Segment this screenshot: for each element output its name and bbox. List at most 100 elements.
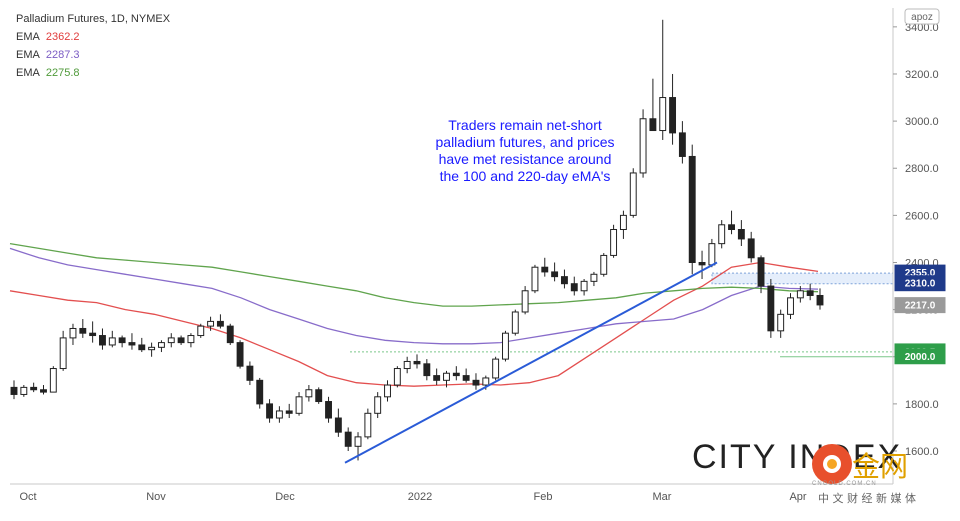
candle-body: [649, 118, 657, 132]
candle-body: [551, 271, 559, 278]
x-tick-label: Apr: [789, 491, 806, 503]
candle-body: [59, 337, 67, 370]
candle-body: [40, 389, 47, 393]
candle-body: [177, 337, 185, 344]
resistance-zone: [711, 272, 894, 285]
candle-body: [413, 360, 421, 365]
candle-body: [659, 97, 667, 132]
candle-body: [511, 311, 519, 334]
candle-body: [610, 229, 618, 256]
candle-body: [531, 266, 539, 292]
ema-value: 2362.2: [45, 31, 80, 43]
candle-body: [49, 368, 57, 393]
y-tick-label: 3400.0: [905, 22, 939, 34]
candle-body: [688, 155, 696, 263]
ema-layer: [9, 242, 819, 387]
candle-body: [266, 403, 274, 419]
price-tag-label: 2000.0: [905, 352, 936, 363]
candle-body: [30, 386, 38, 391]
candle-body: [148, 346, 156, 351]
candle-body: [305, 389, 313, 398]
candle-body: [560, 276, 568, 285]
candle-body: [295, 396, 303, 414]
candle-body: [502, 332, 509, 360]
x-tick-label: Oct: [19, 491, 36, 503]
y-tick-label: 2600.0: [905, 210, 939, 222]
candle-body: [118, 337, 126, 344]
candle-body: [492, 358, 500, 379]
ema-value: 2287.3: [45, 49, 80, 61]
candle-body: [334, 417, 342, 433]
annotation-line: palladium futures, and prices: [435, 134, 615, 150]
candle-body: [374, 396, 382, 414]
x-tick-label: Feb: [534, 491, 553, 503]
candle-body: [393, 368, 401, 386]
annotation-line: Traders remain net-short: [448, 117, 602, 133]
ema-row-1: EMA 2362.2: [16, 28, 170, 46]
trend-layer: [344, 261, 718, 464]
candle-body: [187, 335, 195, 344]
ema-value: 2275.8: [45, 67, 80, 79]
city-index-watermark: CITY INDEX: [692, 438, 903, 476]
candle-body: [325, 401, 332, 419]
candle-body: [521, 290, 529, 313]
ema-row-3: EMA 2275.8: [16, 64, 170, 82]
candle-body: [737, 229, 745, 240]
ema-line: [9, 247, 819, 345]
chart-title: Palladium Futures, 1D, NYMEX: [16, 13, 171, 25]
trendline: [344, 261, 718, 464]
price-tag-label: 2217.0: [905, 301, 936, 312]
candle-body: [197, 325, 205, 337]
x-tick-label: Mar: [653, 491, 672, 503]
candle-body: [403, 360, 411, 370]
candle-body: [639, 118, 647, 174]
candle-body: [79, 327, 87, 334]
annotation-note: Traders remain net-short palladium futur…: [405, 117, 645, 185]
y-tick-label: 3200.0: [905, 69, 939, 81]
y-tick-label: 1800.0: [905, 399, 939, 411]
candle-body: [590, 273, 598, 282]
y-tick-label: 2800.0: [905, 163, 939, 175]
candle-body: [678, 132, 686, 157]
axis-layer: 1600.01800.02000.02200.02400.02600.02800…: [10, 8, 940, 503]
candle-body: [472, 379, 480, 386]
candle-body: [806, 290, 814, 296]
scale-badge-label: apoz: [911, 12, 933, 23]
candle-body: [128, 342, 136, 346]
price-tag-label: 2310.0: [905, 279, 936, 290]
candle-body: [285, 410, 293, 414]
annotation-line: have met resistance around: [438, 151, 612, 167]
price-tag: [894, 348, 946, 365]
candle-body: [619, 214, 627, 231]
candle-body: [69, 327, 77, 339]
candle-body: [315, 389, 323, 403]
candle-body: [256, 379, 264, 405]
price-tag-label: 2355.0: [905, 268, 936, 279]
candle-body: [108, 337, 116, 346]
x-tick-label: 2022: [408, 491, 432, 503]
candle-body: [89, 332, 97, 337]
cngold-logo: [810, 442, 950, 511]
candle-body: [482, 377, 490, 386]
candle-body: [433, 375, 441, 381]
candle-body: [718, 224, 726, 245]
candle-body: [226, 325, 234, 344]
candle-body: [698, 261, 706, 266]
candle-body: [541, 266, 549, 273]
cngold-title: 金网: [852, 450, 909, 483]
cngold-tagline: 中 文 财 经 新 媒 体: [818, 492, 916, 505]
candle-body: [600, 254, 608, 275]
candle-body: [157, 342, 165, 348]
candle-body: [757, 257, 765, 287]
candle-body: [236, 342, 244, 367]
zone-layer: [350, 272, 894, 358]
candle-body: [10, 386, 18, 395]
ema-label: EMA: [16, 67, 40, 79]
candle-body: [167, 337, 175, 344]
candle-body: [669, 97, 677, 134]
candle-body: [787, 297, 794, 315]
candle-body: [344, 431, 352, 447]
y-tick-label: 1600.0: [905, 446, 939, 458]
